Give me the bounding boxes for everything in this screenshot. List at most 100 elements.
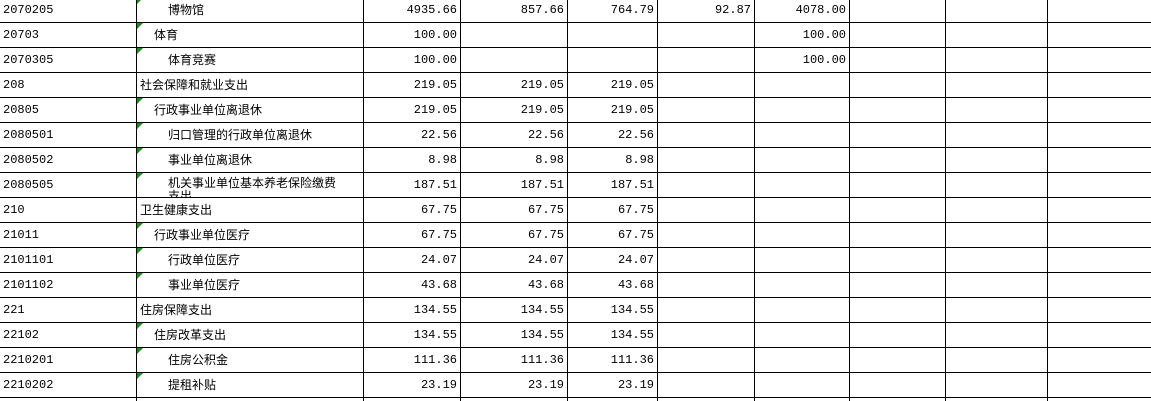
amount-cell: 134.55 [413,303,457,317]
amount-cell: 23.19 [617,378,654,392]
amount-cell: 134.55 [520,303,564,317]
column-line [1047,0,1048,401]
amount-cell: 134.55 [610,303,654,317]
row-line [0,172,1151,173]
amount-cell: 92.87 [714,3,751,17]
amount-cell: 22.56 [617,128,654,142]
amount-cell: 22.56 [420,128,457,142]
name-cell: 行政单位医疗 [168,253,241,267]
text-marker [137,373,143,379]
row-line [0,72,1151,73]
name-cell: 卫生健康支出 [140,203,213,217]
name-cell: 行政事业单位医疗 [154,228,251,242]
text-marker [137,123,143,129]
amount-cell: 219.05 [520,78,564,92]
amount-cell: 111.36 [520,353,564,367]
amount-cell: 43.68 [420,278,457,292]
column-line [849,0,850,401]
text-marker [137,223,143,229]
code-cell: 2101102 [3,278,54,292]
amount-cell: 4078.00 [795,3,846,17]
amount-cell: 23.19 [527,378,564,392]
name-cell: 提租补贴 [168,378,217,392]
row-line [0,197,1151,198]
name-cell: 住房公积金 [168,353,229,367]
amount-cell: 764.79 [610,3,654,17]
name-cell: 事业单位医疗 [168,278,241,292]
row-line [0,222,1151,223]
name-cell: 体育 [154,28,179,42]
code-cell: 210 [3,203,25,217]
row-line [0,47,1151,48]
amount-cell: 100.00 [413,28,457,42]
name-cell: 行政事业单位离退休 [154,103,263,117]
amount-cell: 67.75 [420,203,457,217]
code-cell: 208 [3,78,25,92]
amount-cell: 67.75 [527,203,564,217]
code-cell: 2070205 [3,3,54,17]
column-line [363,0,364,401]
text-marker [137,173,143,179]
column-line [567,0,568,401]
text-marker [137,323,143,329]
row-line [0,147,1151,148]
code-cell: 2070305 [3,53,54,67]
column-line [460,0,461,401]
name-cell: 社会保障和就业支出 [140,78,249,92]
amount-cell: 100.00 [413,53,457,67]
text-marker [137,98,143,104]
code-cell: 2080505 [3,178,54,192]
amount-cell: 67.75 [617,203,654,217]
code-cell: 2101101 [3,253,54,267]
amount-cell: 134.55 [610,328,654,342]
row-line [0,272,1151,273]
amount-cell: 8.98 [428,153,457,167]
column-line [945,0,946,401]
amount-cell: 43.68 [617,278,654,292]
row-line [0,297,1151,298]
amount-cell: 8.98 [535,153,564,167]
column-line [657,0,658,401]
code-cell: 221 [3,303,25,317]
amount-cell: 24.07 [617,253,654,267]
code-cell: 20805 [3,103,40,117]
column-line [754,0,755,401]
name-cell: 归口管理的行政单位离退休 [168,128,313,142]
row-line [0,97,1151,98]
code-cell: 2080501 [3,128,54,142]
amount-cell: 4935.66 [406,3,457,17]
text-marker [137,348,143,354]
amount-cell: 23.19 [420,378,457,392]
amount-cell: 857.66 [520,3,564,17]
amount-cell: 111.36 [610,353,654,367]
name-cell: 住房改革支出 [154,328,227,342]
row-line [0,122,1151,123]
amount-cell: 24.07 [420,253,457,267]
column-line [136,0,137,401]
name-cell: 体育竞赛 [168,53,217,67]
row-line [0,22,1151,23]
amount-cell: 219.05 [413,103,457,117]
code-cell: 21011 [3,228,40,242]
text-marker [137,148,143,154]
amount-cell: 134.55 [413,328,457,342]
amount-cell: 219.05 [610,103,654,117]
amount-cell: 100.00 [802,53,846,67]
row-line [0,322,1151,323]
amount-cell: 67.75 [527,228,564,242]
amount-cell: 187.51 [413,178,457,192]
name-cell: 机关事业单位基本养老保险缴费支出 [168,176,337,198]
amount-cell: 8.98 [625,153,654,167]
amount-cell: 187.51 [520,178,564,192]
amount-cell: 67.75 [420,228,457,242]
code-cell: 2210202 [3,378,54,392]
amount-cell: 219.05 [610,78,654,92]
code-cell: 20703 [3,28,40,42]
text-marker [137,23,143,29]
amount-cell: 134.55 [520,328,564,342]
amount-cell: 111.36 [413,353,457,367]
amount-cell: 67.75 [617,228,654,242]
amount-cell: 100.00 [802,28,846,42]
text-marker [137,273,143,279]
